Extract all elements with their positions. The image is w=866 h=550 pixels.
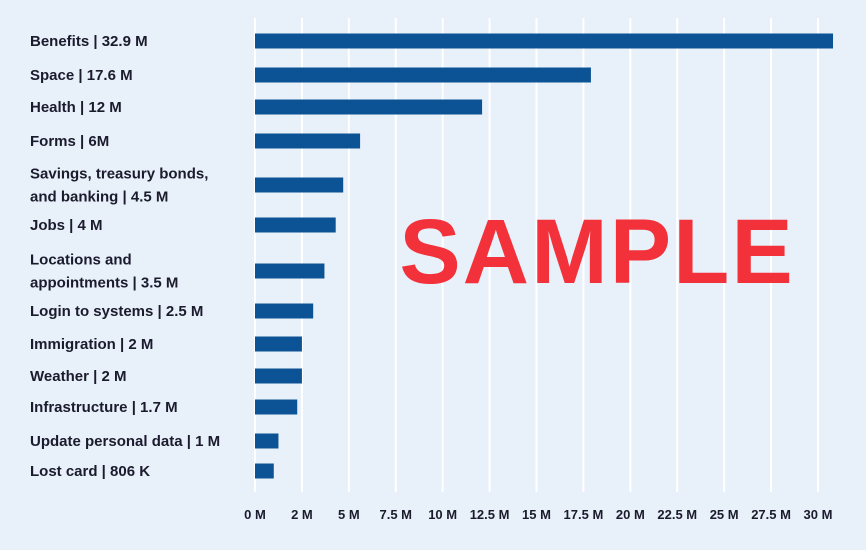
category-label: Savings, treasury bonds, <box>30 166 208 183</box>
category-label: Space | 17.6 M <box>30 67 133 84</box>
category-label: Jobs | 4 M <box>30 217 103 234</box>
x-tick-label: 27.5 M <box>751 507 791 522</box>
category-label: and banking | 4.5 M <box>30 189 168 206</box>
gridlines <box>254 18 819 492</box>
bars <box>255 33 834 479</box>
category-label: Login to systems | 2.5 M <box>30 303 203 320</box>
bar <box>255 433 279 449</box>
x-tick-label: 0 M <box>244 507 266 522</box>
bar <box>255 33 834 49</box>
category-label: Weather | 2 M <box>30 368 126 385</box>
x-tick-label: 17.5 M <box>564 507 604 522</box>
x-tick-label: 22.5 M <box>657 507 697 522</box>
bar <box>255 368 302 384</box>
category-label: Locations and <box>30 252 132 269</box>
bar <box>255 67 591 83</box>
x-tick-label: 5 M <box>338 507 360 522</box>
category-label: Lost card | 806 K <box>30 463 150 480</box>
x-tick-label: 15 M <box>522 507 551 522</box>
category-label: Infrastructure | 1.7 M <box>30 399 178 416</box>
bar <box>255 399 298 415</box>
x-axis-ticks: 0 M 2 M 5 M 7.5 M 10 M 12.5 M 15 M 17.5 M 20 M 22… <box>244 507 832 522</box>
x-tick-label: 12.5 M <box>470 507 510 522</box>
category-label: Health | 12 M <box>30 99 122 116</box>
x-tick-label: 25 M <box>710 507 739 522</box>
sample-watermark: SAMPLE <box>399 201 794 303</box>
bar <box>255 463 274 479</box>
category-label: appointments | 3.5 M <box>30 275 178 292</box>
category-labels: Benefits | 32.9 M Space | 17.6 M Health | … <box>30 33 220 480</box>
bar <box>255 336 302 352</box>
category-label: Benefits | 32.9 M <box>30 33 148 50</box>
x-tick-label: 30 M <box>804 507 833 522</box>
bar <box>255 303 314 319</box>
bar <box>255 99 483 115</box>
category-label: Forms | 6M <box>30 133 109 150</box>
x-tick-label: 10 M <box>428 507 457 522</box>
bar <box>255 217 336 233</box>
bar <box>255 177 344 193</box>
x-tick-label: 2 M <box>291 507 313 522</box>
category-label: Immigration | 2 M <box>30 336 153 353</box>
x-tick-label: 20 M <box>616 507 645 522</box>
bar <box>255 133 361 149</box>
category-label: Update personal data | 1 M <box>30 433 220 450</box>
bar <box>255 263 325 279</box>
x-tick-label: 7.5 M <box>379 507 412 522</box>
